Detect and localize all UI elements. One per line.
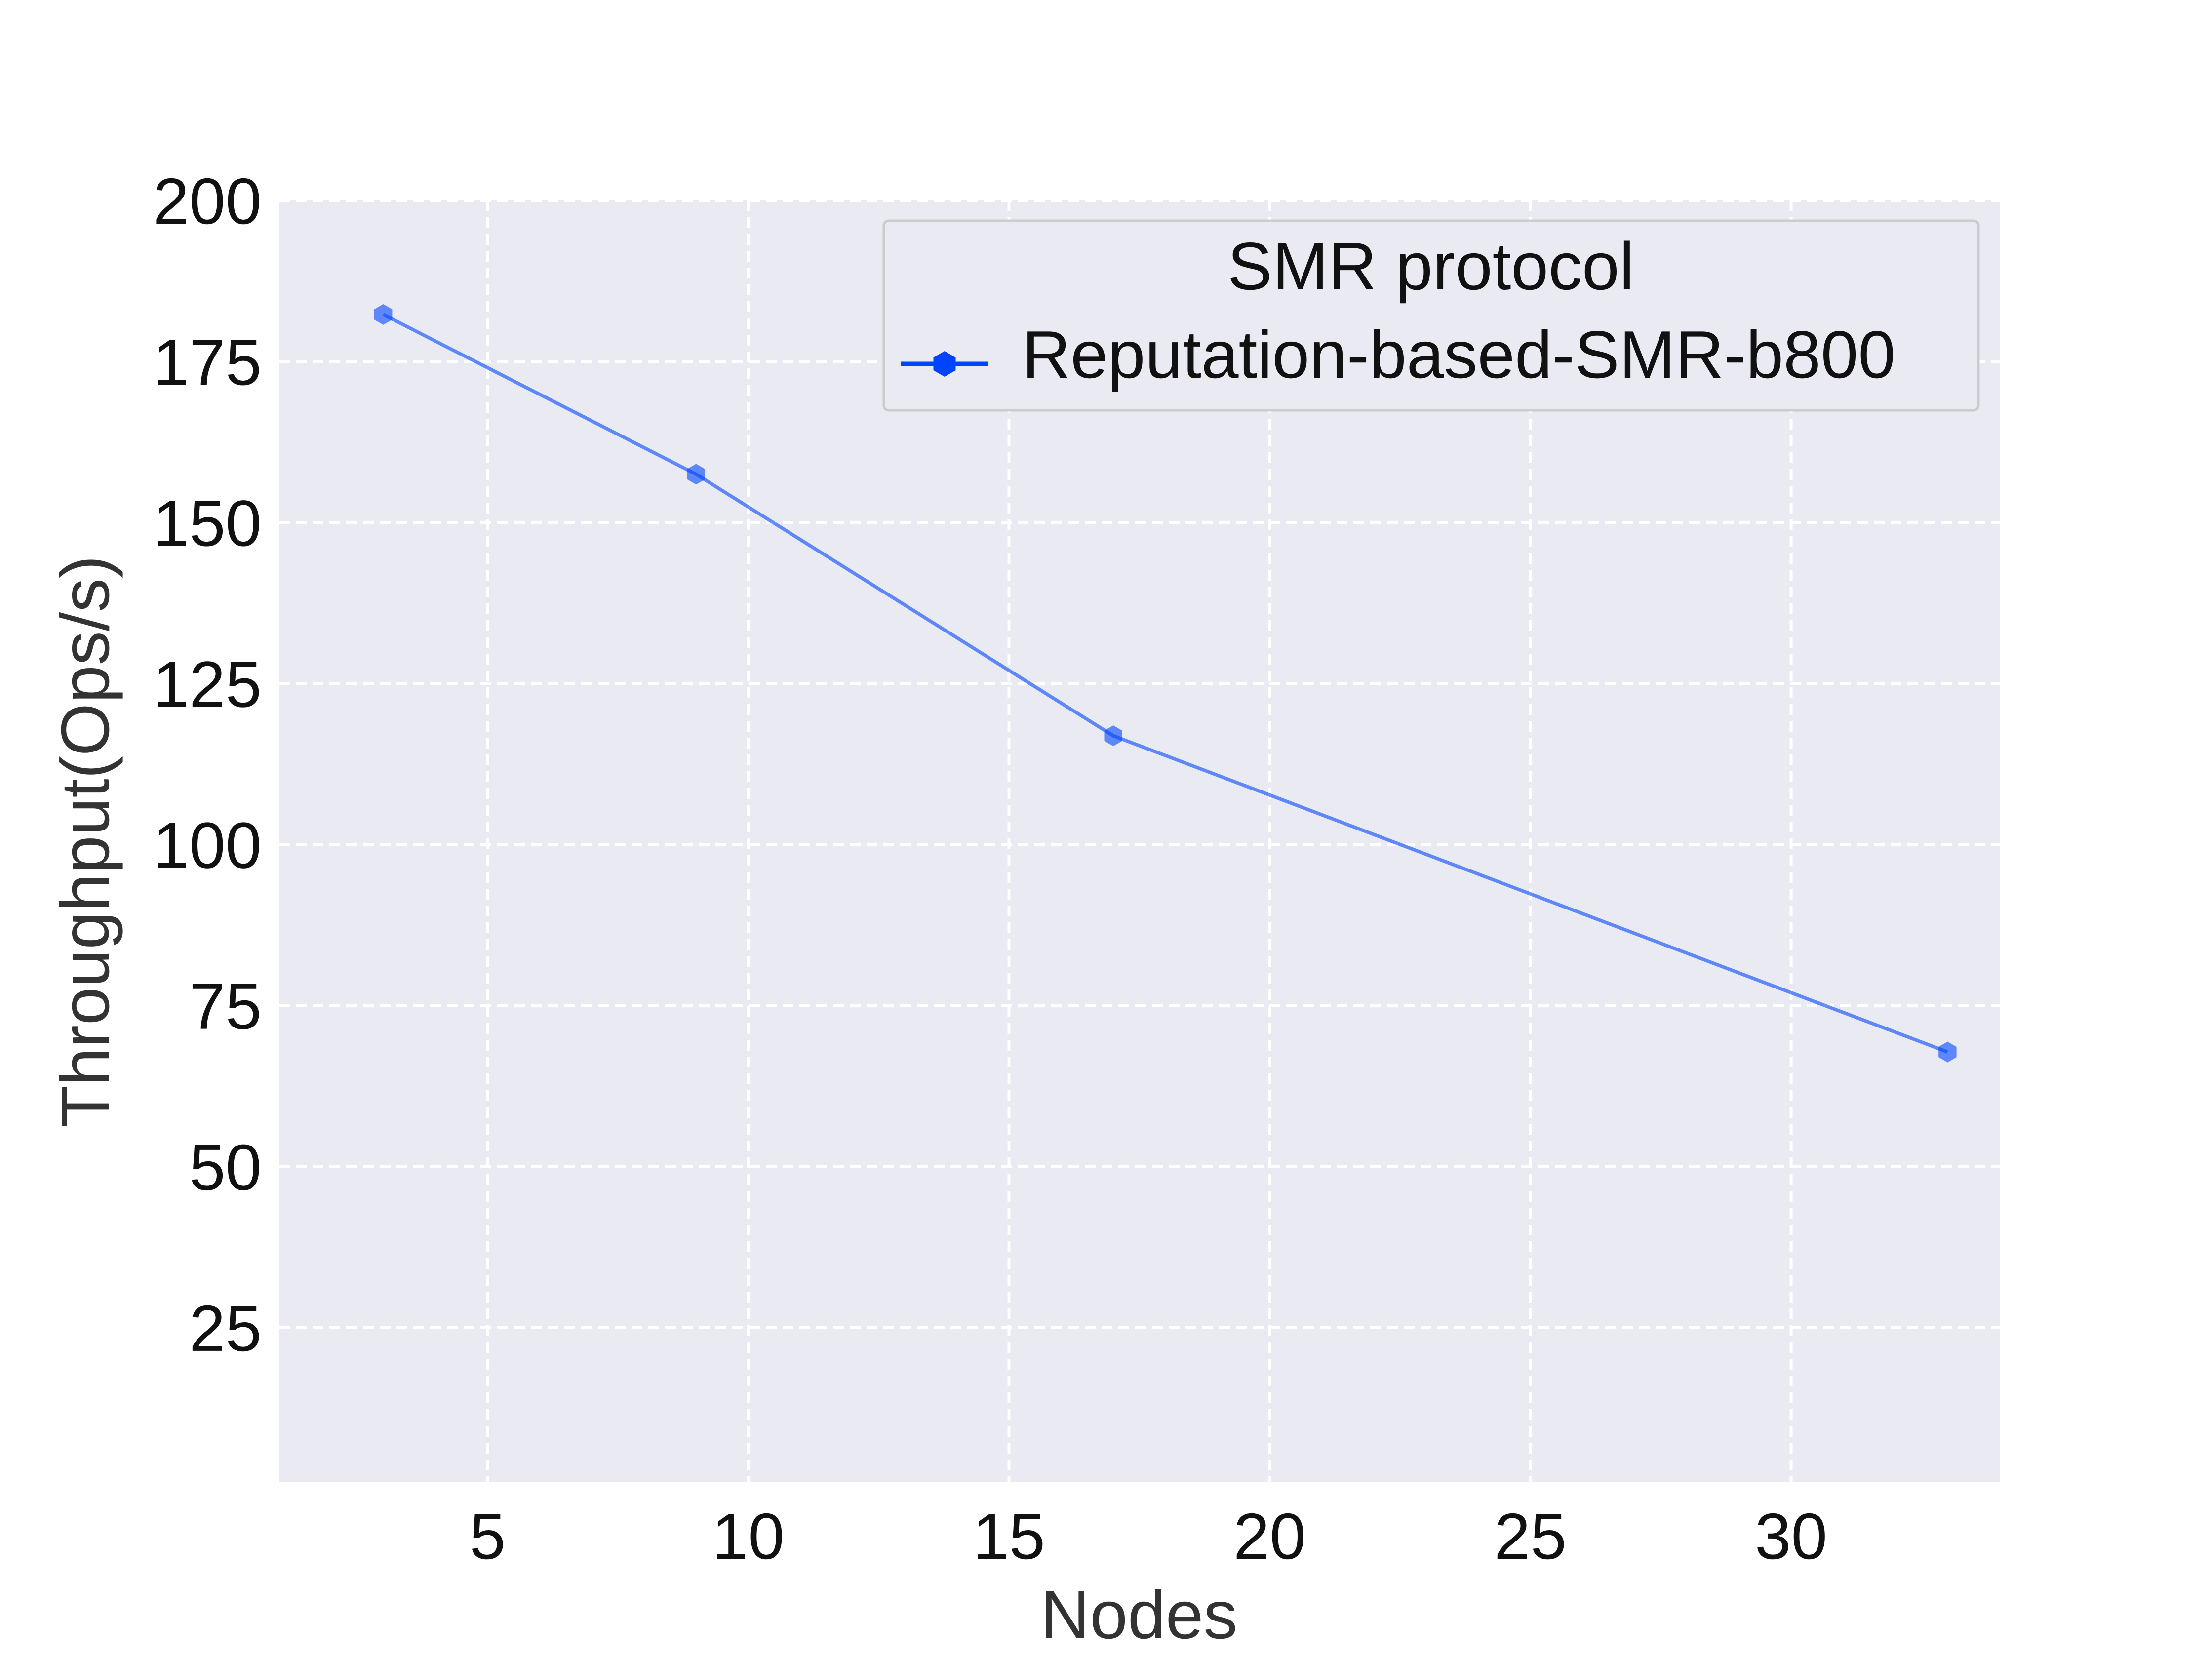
plot-area	[279, 200, 2000, 1482]
y-tick-label: 75	[189, 970, 262, 1043]
data-point-marker	[1938, 1041, 1957, 1063]
y-tick-label: 175	[153, 326, 262, 398]
legend-frame	[882, 219, 1980, 412]
series-layer	[374, 304, 1957, 1063]
series-line	[382, 313, 1948, 1054]
x-tick-label: 25	[1494, 1500, 1567, 1573]
y-tick-label: 200	[153, 165, 262, 237]
x-tick-label: 5	[470, 1500, 506, 1573]
y-axis-title: Throughput(Ops/s)	[47, 555, 123, 1127]
x-tick-label: 15	[973, 1500, 1045, 1573]
data-point-marker	[687, 464, 705, 485]
x-tick-labels: 5 10 15 20 25 30	[470, 1500, 1827, 1573]
x-tick-label: 10	[712, 1500, 785, 1573]
y-tick-labels: 25 50 75 100 125 150 175 200	[153, 165, 262, 1365]
x-tick-label: 30	[1755, 1500, 1827, 1573]
legend-marker-icon	[933, 351, 956, 377]
x-tick-label: 20	[1233, 1500, 1306, 1573]
y-tick-label: 125	[153, 648, 262, 720]
data-point-marker	[374, 304, 393, 325]
data-point-marker	[1104, 725, 1122, 747]
y-tick-label: 25	[189, 1292, 262, 1365]
legend-label: Reputation-based-SMR-b800	[1022, 317, 1896, 392]
x-axis-title: Nodes	[1041, 1577, 1238, 1653]
y-tick-label: 150	[153, 487, 262, 559]
y-tick-label: 50	[189, 1131, 262, 1204]
legend-title: SMR protocol	[1227, 229, 1634, 304]
legend: SMR protocol Reputation-based-SMR-b800	[882, 219, 1980, 412]
y-tick-label: 100	[153, 809, 262, 882]
